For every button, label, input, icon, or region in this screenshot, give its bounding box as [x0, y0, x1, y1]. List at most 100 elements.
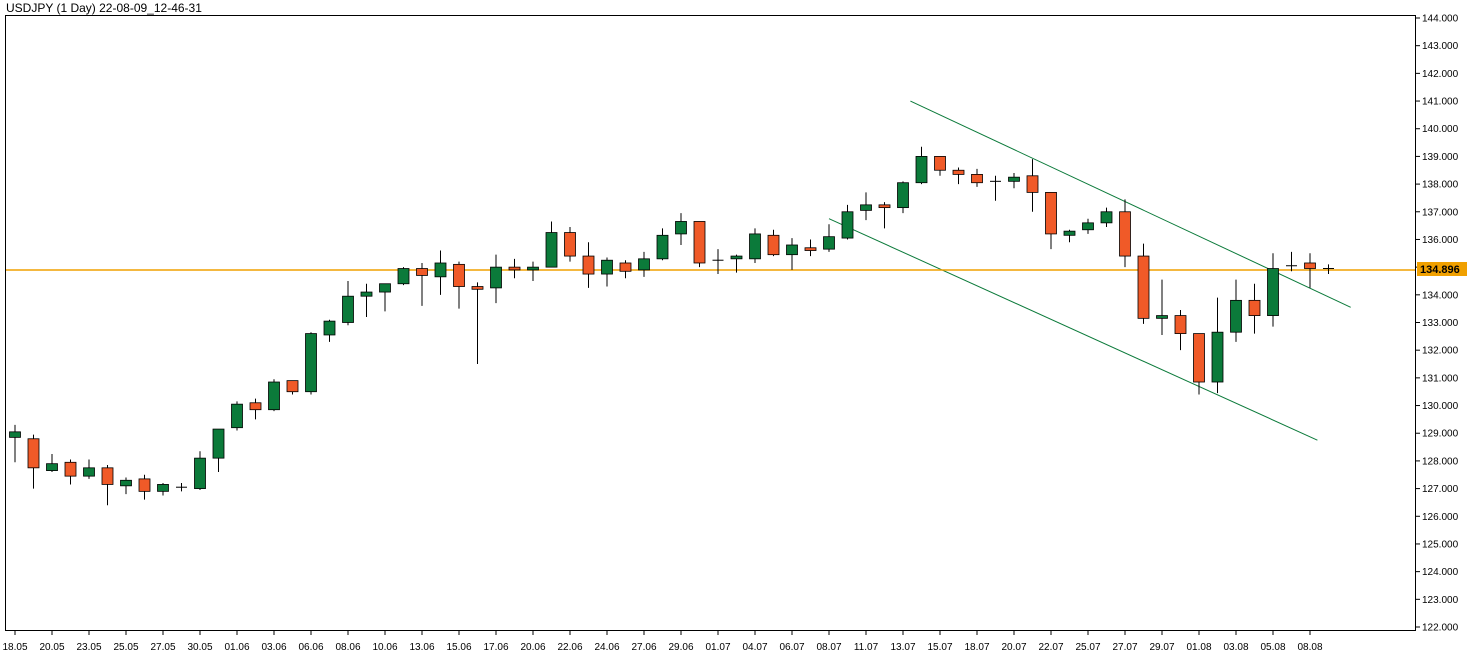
candle-body	[564, 232, 576, 257]
candle-body	[1137, 255, 1150, 319]
candle-body	[1119, 211, 1131, 257]
x-tick-label: 20.07	[1001, 642, 1026, 653]
candle-body	[360, 291, 373, 297]
candle	[305, 332, 317, 395]
x-tick-label: 01.06	[224, 642, 249, 653]
candle	[564, 226, 576, 262]
candle-body	[471, 286, 484, 290]
candle	[1026, 159, 1039, 212]
plot-frame	[5, 15, 1416, 631]
candle-body	[212, 428, 225, 459]
x-tick-label: 04.07	[742, 642, 767, 653]
x-tick-label: 23.05	[76, 642, 101, 653]
y-tick-label: 128.000	[1422, 456, 1459, 467]
x-tick-label: 03.06	[261, 642, 286, 653]
candles	[9, 146, 1334, 506]
candle-body	[46, 463, 58, 471]
candle-body	[786, 244, 798, 256]
candle-body	[1230, 299, 1242, 333]
candle-body	[971, 174, 983, 184]
candle-body	[194, 457, 206, 489]
current-price-label-bg	[1417, 262, 1467, 276]
candle-body	[64, 461, 77, 477]
current-price-marker: 134.896	[1417, 262, 1467, 276]
y-tick-label: 133.000	[1422, 318, 1459, 329]
candle	[749, 228, 761, 263]
candle-body	[1063, 230, 1076, 236]
x-tick-label: 25.07	[1075, 642, 1100, 653]
candle	[712, 249, 724, 275]
candle-body	[545, 232, 558, 268]
current-price-label: 134.896	[1420, 264, 1460, 276]
candle	[1082, 218, 1094, 234]
candle	[416, 262, 428, 306]
candle	[971, 168, 983, 187]
candle	[286, 380, 299, 395]
x-tick-label: 18.05	[2, 642, 27, 653]
candle-body	[1045, 191, 1057, 235]
candle-body	[693, 221, 706, 264]
candle	[638, 251, 650, 277]
candle-body	[9, 431, 21, 438]
x-tick-label: 08.07	[816, 642, 841, 653]
candle	[268, 379, 280, 412]
candle	[860, 192, 872, 221]
candle	[675, 213, 687, 245]
candle	[212, 428, 225, 472]
candle	[952, 167, 965, 185]
y-tick-label: 139.000	[1422, 152, 1459, 163]
y-tick-label: 131.000	[1422, 373, 1459, 384]
candle-body	[379, 283, 391, 293]
x-tick-label: 10.06	[372, 642, 397, 653]
y-tick-label: 141.000	[1422, 97, 1459, 108]
candle	[453, 261, 465, 309]
candle-body	[1082, 222, 1094, 231]
candle-body	[601, 259, 613, 275]
y-tick-label: 143.000	[1422, 41, 1459, 52]
candle	[527, 261, 539, 281]
candle-body	[508, 266, 521, 271]
candle-body	[1008, 176, 1020, 182]
y-tick-label: 127.000	[1422, 484, 1459, 495]
candle-body	[397, 268, 410, 285]
y-tick-label: 122.000	[1422, 623, 1459, 634]
candle	[823, 224, 835, 252]
candle-body	[675, 221, 687, 235]
x-tick-label: 05.08	[1260, 642, 1285, 653]
candle	[342, 280, 354, 326]
candle	[1045, 191, 1057, 250]
candle-body	[1193, 333, 1205, 383]
candle-body	[1174, 315, 1187, 334]
y-tick-label: 137.000	[1422, 207, 1459, 218]
y-tick-label: 134.000	[1422, 290, 1459, 301]
candle-body	[434, 262, 447, 278]
y-tick-label: 129.000	[1422, 429, 1459, 440]
candle-body	[860, 204, 872, 211]
x-tick-label: 22.07	[1038, 642, 1063, 653]
y-tick-label: 123.000	[1422, 595, 1459, 606]
candle	[897, 181, 909, 214]
x-tick-label: 20.05	[39, 642, 64, 653]
y-tick-label: 125.000	[1422, 539, 1459, 550]
candle	[1063, 229, 1076, 243]
candle-body	[1026, 175, 1039, 193]
candle	[1100, 207, 1113, 227]
x-tick-label: 27.07	[1112, 642, 1137, 653]
x-axis: 18.05 20.05 23.05 25.05 27.05 30.05 01.06 03.06…	[2, 631, 1323, 653]
candle	[323, 319, 336, 342]
candle-body	[823, 236, 835, 250]
x-tick-label: 06.06	[298, 642, 323, 653]
candle	[176, 483, 187, 492]
y-tick-label: 140.000	[1422, 124, 1459, 135]
y-axis: 122.000 123.000 124.000 125.000 126.000 127.0…	[1415, 14, 1459, 634]
candle	[27, 434, 40, 489]
trendline-2	[828, 218, 1318, 441]
candle-body	[101, 467, 114, 485]
candle-body	[656, 234, 669, 260]
candle-body	[527, 266, 539, 271]
candle	[545, 221, 558, 268]
x-tick-label: 27.06	[631, 642, 656, 653]
candle	[1174, 310, 1187, 351]
candle	[1008, 173, 1020, 189]
candle-body	[416, 268, 428, 276]
